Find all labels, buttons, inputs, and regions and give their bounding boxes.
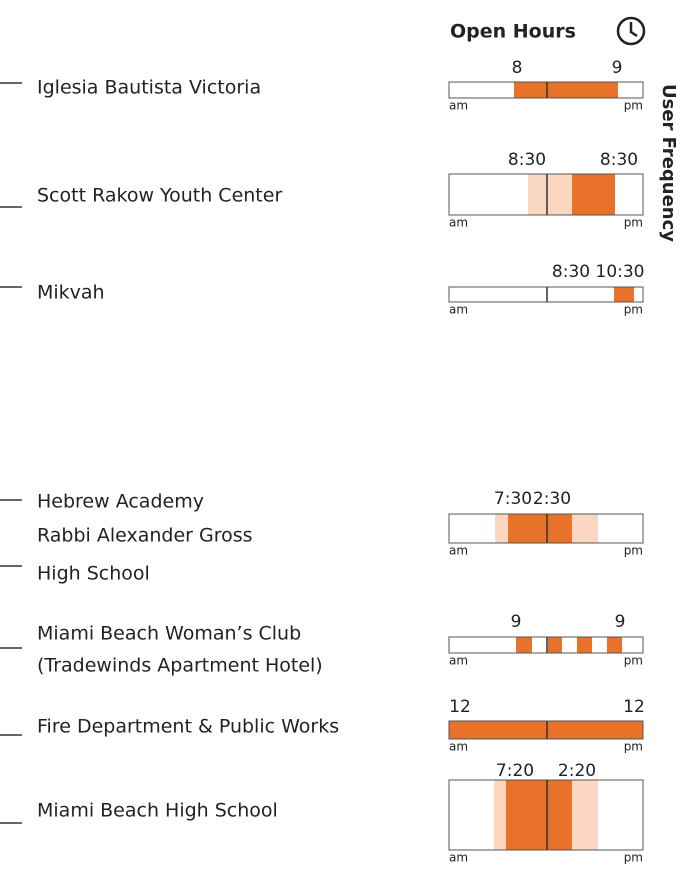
place-name: High School <box>37 563 150 585</box>
place-name: (Tradewinds Apartment Hotel) <box>37 655 323 677</box>
hours-segment <box>495 514 508 543</box>
pm-label: pm <box>624 654 643 668</box>
place-name: Miami Beach High School <box>37 800 278 822</box>
am-label: am <box>449 303 468 317</box>
hours-segment <box>572 780 598 850</box>
place-name: Hebrew Academy <box>37 491 204 513</box>
place-name: Mikvah <box>37 282 105 304</box>
place-name: Fire Department & Public Works <box>37 716 339 738</box>
hours-segment <box>506 780 572 850</box>
pm-label: pm <box>624 99 643 113</box>
hours-bar-outline <box>448 779 644 851</box>
pm-label: pm <box>624 851 643 865</box>
hours-segment <box>548 637 562 653</box>
place-name: Iglesia Bautista Victoria <box>37 77 261 99</box>
close-time: 12 <box>623 697 645 717</box>
am-label: am <box>449 216 468 230</box>
place-name: Miami Beach Woman’s Club <box>37 623 301 645</box>
hours-bar-outline <box>448 513 644 544</box>
hours-segment <box>572 514 598 543</box>
pm-label: pm <box>624 544 643 558</box>
hours-bar-outline <box>448 720 644 740</box>
open-time: 8:30 <box>508 150 546 170</box>
open-time: 7:20 <box>496 761 534 781</box>
header-title: Open Hours <box>450 21 576 43</box>
am-label: am <box>449 851 468 865</box>
pm-label: pm <box>624 740 643 754</box>
side-label: User Frequency <box>658 84 679 242</box>
clock-icon <box>616 16 646 46</box>
close-time: 8:30 <box>600 150 638 170</box>
am-label: am <box>449 544 468 558</box>
close-time: 9 <box>615 612 626 632</box>
open-time: 7:30 <box>494 489 532 509</box>
place-name: Rabbi Alexander Gross <box>37 525 253 547</box>
close-time: 10:30 <box>596 262 645 282</box>
place-name: Scott Rakow Youth Center <box>37 185 282 207</box>
hours-bar-outline <box>448 81 644 99</box>
hours-segment <box>607 637 622 653</box>
am-label: am <box>449 654 468 668</box>
hours-segment <box>449 721 643 739</box>
hours-segment <box>614 287 634 302</box>
open-time: 8 <box>512 58 523 78</box>
hours-segment <box>516 637 532 653</box>
pm-label: pm <box>624 216 643 230</box>
hours-bar-outline <box>448 286 644 303</box>
close-time: 2:30 <box>533 489 571 509</box>
hours-segment <box>577 637 592 653</box>
close-time: 2:20 <box>558 761 596 781</box>
hours-segment <box>494 780 506 850</box>
hours-bar <box>448 286 644 303</box>
hours-bar-outline <box>448 636 644 654</box>
pm-label: pm <box>624 303 643 317</box>
am-label: am <box>449 99 468 113</box>
open-time: 9 <box>511 612 522 632</box>
open-time: 12 <box>449 697 471 717</box>
hours-segment <box>528 174 572 215</box>
open-time: 8:30 <box>552 262 590 282</box>
hours-bar-outline <box>448 173 644 216</box>
hours-segment <box>508 514 572 543</box>
hours-segment <box>514 82 618 98</box>
close-time: 9 <box>612 58 623 78</box>
am-label: am <box>449 740 468 754</box>
hours-segment <box>572 174 615 215</box>
